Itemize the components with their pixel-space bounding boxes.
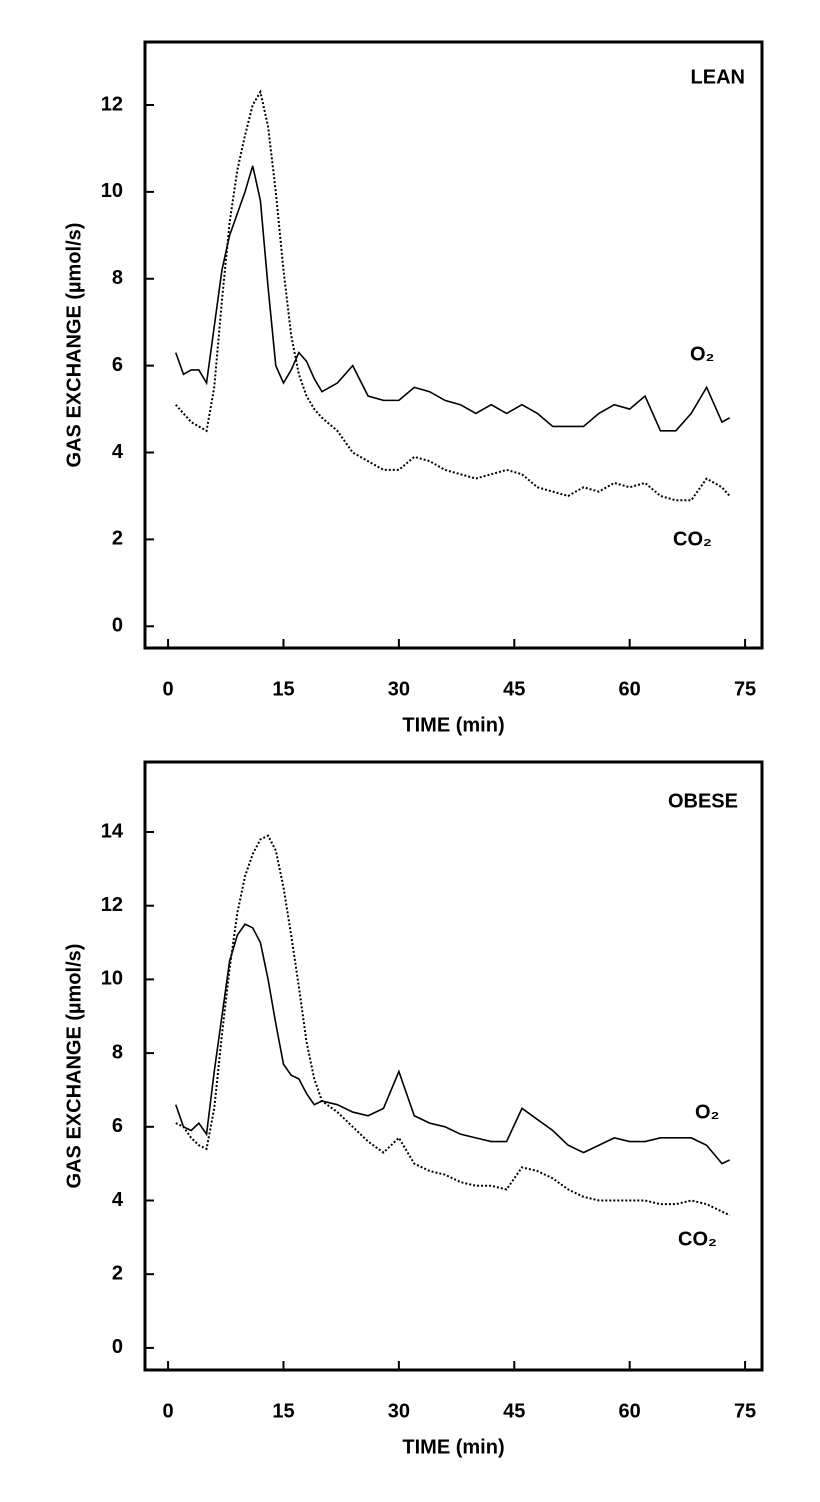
y-tick-label: 6 xyxy=(112,354,123,376)
y-axis-label: GAS EXCHANGE (µmol/s) xyxy=(63,223,85,468)
y-tick-label: 4 xyxy=(112,1189,124,1211)
y-tick-label: 0 xyxy=(112,1336,123,1358)
x-tick-label: 75 xyxy=(734,1400,756,1422)
series-label: CO₂ xyxy=(673,528,712,550)
x-tick-label: 0 xyxy=(163,1400,174,1422)
series-label: O₂ xyxy=(690,343,714,365)
y-tick-label: 10 xyxy=(101,180,123,202)
y-tick-label: 12 xyxy=(101,93,123,115)
x-tick-label: 60 xyxy=(619,678,641,700)
x-axis-label: TIME (min) xyxy=(402,714,504,736)
y-tick-label: 6 xyxy=(112,1115,123,1137)
y-tick-label: 10 xyxy=(101,968,123,990)
x-axis-label: TIME (min) xyxy=(402,1436,504,1458)
panel-title: LEAN xyxy=(691,66,745,88)
series-label: O₂ xyxy=(695,1101,719,1123)
data-line xyxy=(175,834,731,1217)
y-tick-label: 2 xyxy=(112,1262,123,1284)
x-tick-label: 60 xyxy=(619,1400,641,1422)
y-tick-label: 0 xyxy=(112,615,123,637)
y-tick-label: 14 xyxy=(101,820,124,842)
series-label: CO₂ xyxy=(678,1228,717,1250)
y-tick-label: 4 xyxy=(112,441,124,463)
y-tick-label: 2 xyxy=(112,528,123,550)
data-line xyxy=(175,89,731,502)
x-tick-label: 15 xyxy=(272,678,294,700)
x-tick-label: 45 xyxy=(503,1400,525,1422)
plot-frame xyxy=(143,40,764,650)
data-line xyxy=(175,923,731,1165)
panel-title: OBESE xyxy=(668,790,738,812)
y-tick-label: 8 xyxy=(112,267,123,289)
x-tick-label: 0 xyxy=(163,678,174,700)
x-tick-label: 30 xyxy=(388,1400,410,1422)
plot-frame xyxy=(143,760,764,1372)
y-tick-label: 12 xyxy=(101,894,123,916)
x-tick-label: 45 xyxy=(503,678,525,700)
x-tick-label: 75 xyxy=(734,678,756,700)
y-axis-label: GAS EXCHANGE (µmol/s) xyxy=(63,944,85,1189)
data-line xyxy=(175,165,731,432)
x-tick-label: 30 xyxy=(388,678,410,700)
y-tick-label: 8 xyxy=(112,1041,123,1063)
x-tick-label: 15 xyxy=(272,1400,294,1422)
